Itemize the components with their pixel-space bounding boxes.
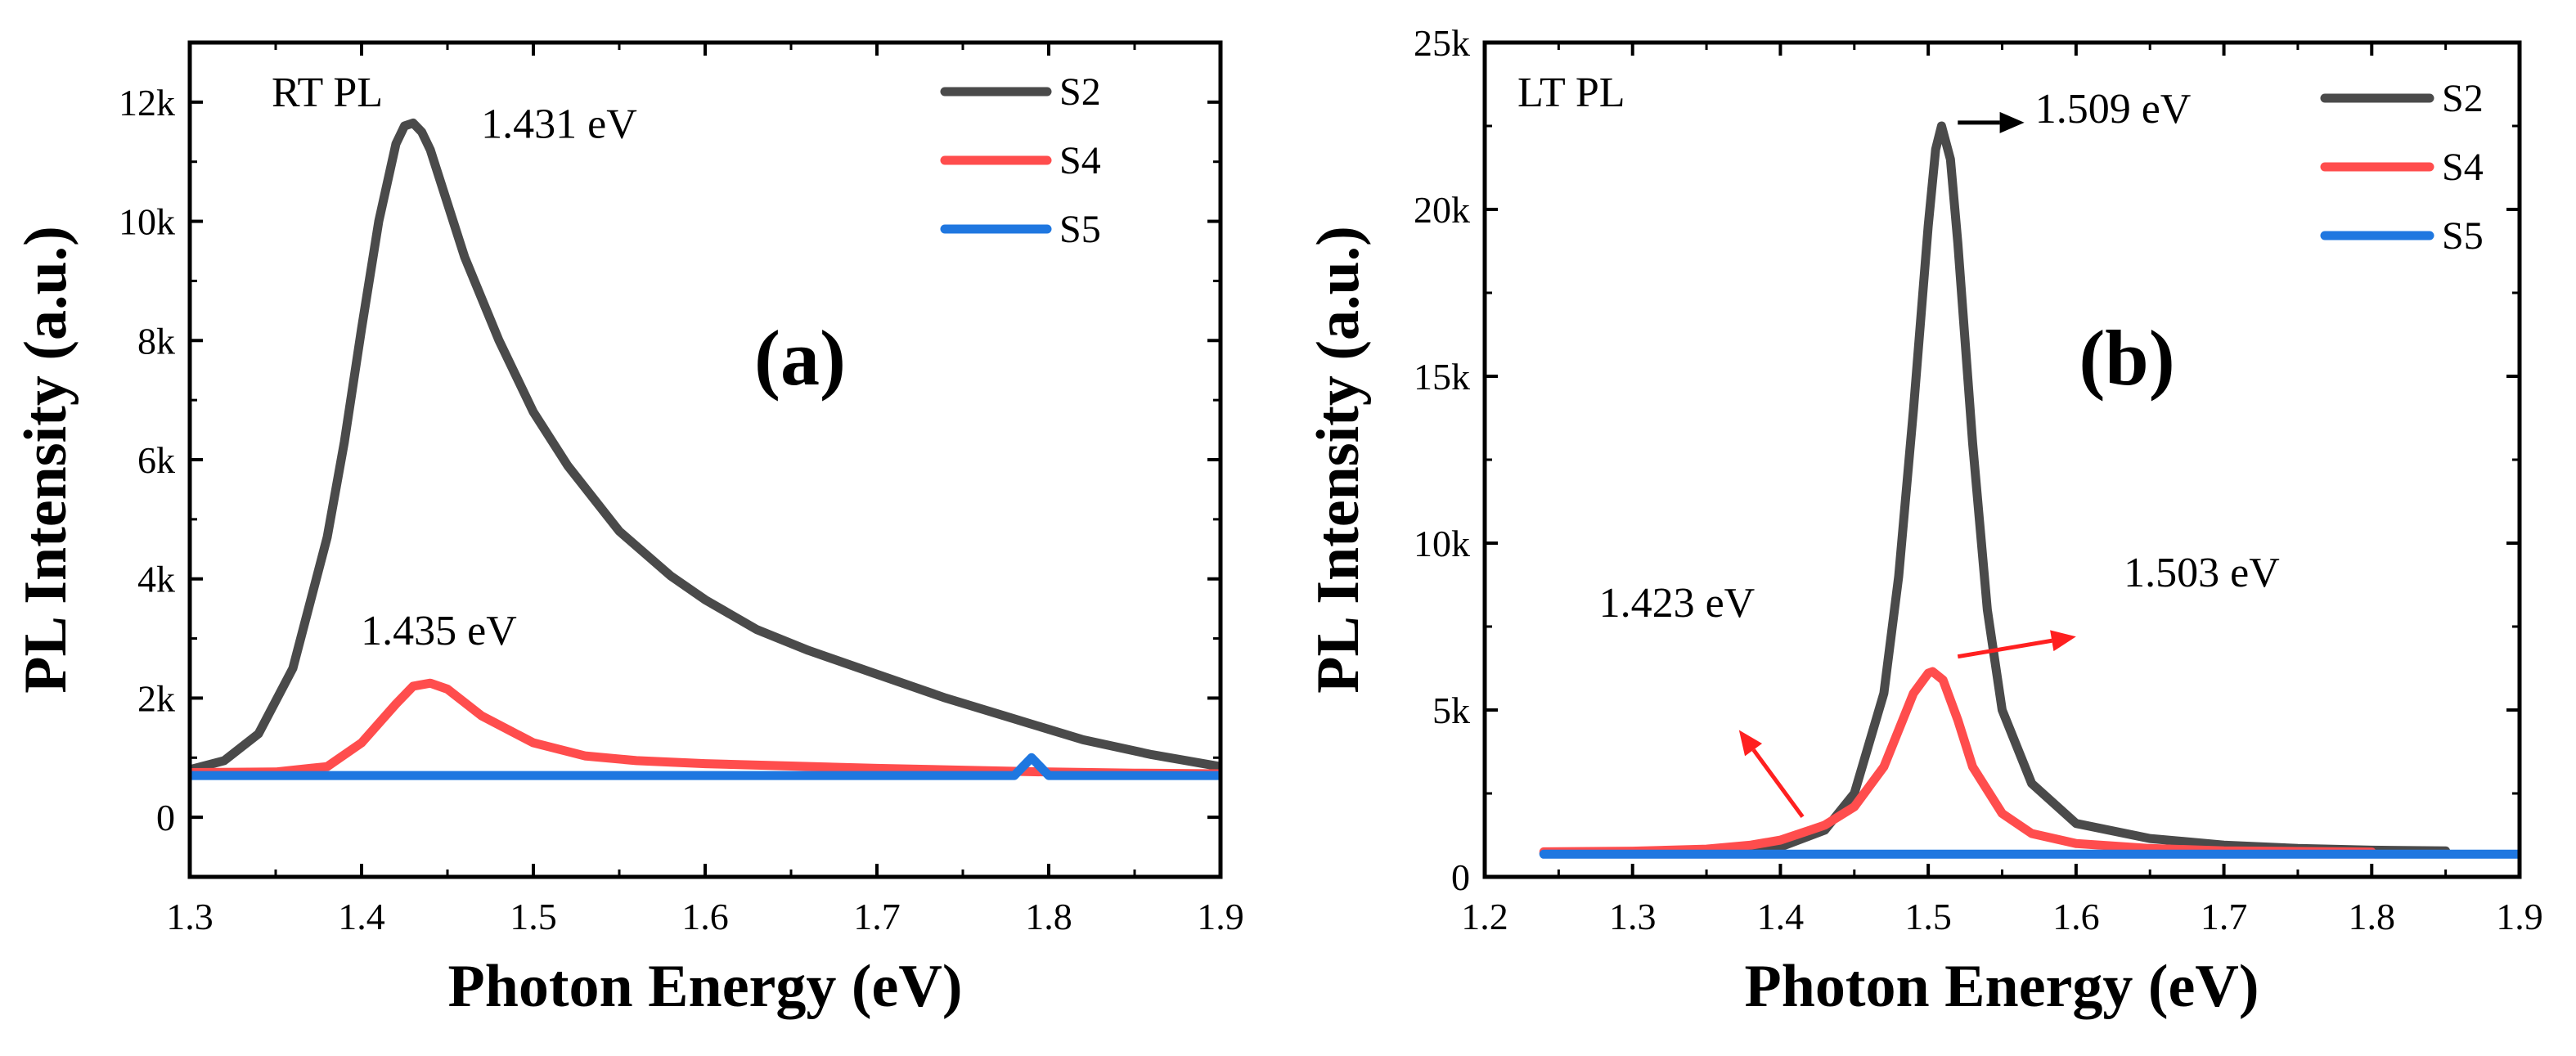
panel-a-y-tick-label: 4k bbox=[137, 559, 175, 600]
panel-b-arrow-head-2 bbox=[1738, 730, 1763, 757]
panel-b-series-s4-line bbox=[1539, 667, 2376, 857]
panel-b-annotation: 1.423 eV bbox=[1599, 580, 1756, 627]
panel-a-x-tick-label: 1.7 bbox=[853, 896, 901, 937]
panel-a-legend-label-s4: S4 bbox=[1059, 139, 1101, 182]
panel-b-x-tick-label: 1.6 bbox=[2052, 896, 2100, 937]
panel-a-x-tick-label: 1.3 bbox=[166, 896, 214, 937]
panel-a-y-tick-label: 6k bbox=[137, 439, 175, 481]
panel-b-y-tick-label: 0 bbox=[1451, 856, 1470, 898]
panel-b-arrows bbox=[1738, 111, 2076, 819]
panel-b-arrow-head-0 bbox=[1999, 111, 2025, 133]
panel-b-x-tick-label: 1.2 bbox=[1461, 896, 1508, 937]
panel-b-series-s2-line bbox=[1539, 121, 2451, 858]
panel-b-annotations: 1.509 eV 1.503 eV 1.423 eV bbox=[1599, 86, 2280, 627]
panel-b-x-tick-label: 1.4 bbox=[1757, 896, 1805, 937]
panel-b-annotation: 1.503 eV bbox=[2124, 550, 2280, 596]
panel-b-legend-label-s5: S5 bbox=[2442, 214, 2484, 258]
panel-b-x-tick-label: 1.5 bbox=[1904, 896, 1952, 937]
panel-a-x-tick-label: 1.6 bbox=[681, 896, 729, 937]
panel-b-x-axis-title: Photon Energy (eV) bbox=[1745, 953, 2259, 1020]
panel-a-y-tick-label: 0 bbox=[156, 797, 175, 838]
panel-a-y-tick-label: 12k bbox=[119, 82, 175, 124]
chart-panel-b: 1.2 1.3 1.4 1.5 1.6 1.7 1.8 1.905k10k15k20k25k … bbox=[1305, 22, 2543, 1020]
chart-panel-a: 1.3 1.4 1.5 1.6 1.7 1.8 1.9 0 2k 4k 6k 8k 10k 12k Pho… bbox=[12, 40, 1244, 1020]
panel-a-series-s5-line bbox=[190, 753, 1221, 780]
panel-b-annotation: 1.509 eV bbox=[2035, 86, 2192, 133]
panel-b-corner-label: LT PL bbox=[1517, 70, 1625, 116]
panel-a-corner-label: RT PL bbox=[272, 70, 383, 116]
panel-a-annotations: 1.431 eV 1.435 eV bbox=[361, 101, 637, 654]
panel-b-arrow-shaft-1 bbox=[1957, 638, 2052, 659]
panel-b-series bbox=[1539, 121, 2520, 859]
panel-b-arrow-shaft-2 bbox=[1751, 748, 1805, 819]
panel-b-arrow-head-1 bbox=[2050, 630, 2076, 652]
panel-b-legend-label-s4: S4 bbox=[2442, 146, 2484, 189]
panel-b-y-tick-label: 5k bbox=[1432, 690, 1470, 731]
panel-a-annotation: 1.431 eV bbox=[481, 101, 637, 148]
panel-b-legend-label-s2: S2 bbox=[2442, 77, 2484, 120]
panel-b-y-tick-label: 10k bbox=[1414, 523, 1470, 564]
panel-a-x-tick-label: 1.4 bbox=[338, 896, 385, 937]
panel-a-x-tick-label: 1.5 bbox=[510, 896, 557, 937]
panel-a-legend-label-s2: S2 bbox=[1059, 70, 1101, 114]
panel-b-legend: S2 S4 S5 bbox=[2320, 77, 2484, 258]
panel-b-x-tick-label: 1.8 bbox=[2349, 896, 2396, 937]
panel-b-x-tick-label: 1.3 bbox=[1609, 896, 1657, 937]
panel-b-x-tick-label: 1.9 bbox=[2496, 896, 2543, 937]
panel-a-legend-label-s5: S5 bbox=[1059, 208, 1101, 251]
panel-a-ticks: 1.3 1.4 1.5 1.6 1.7 1.8 1.9 0 2k 4k 6k 8k 10k 12k bbox=[119, 43, 1244, 937]
panel-b-y-tick-label: 15k bbox=[1414, 356, 1470, 398]
panel-b-y-tick-label: 25k bbox=[1414, 22, 1470, 64]
panel-b-ticks: 1.2 1.3 1.4 1.5 1.6 1.7 1.8 1.9 0 5k 10k 15k 20k 25k bbox=[1414, 22, 2543, 937]
panel-a-y-axis-title: PL Intensity (a.u.) bbox=[12, 226, 79, 694]
panel-a-x-tick-label: 1.9 bbox=[1197, 896, 1244, 937]
panel-a-x-tick-label: 1.8 bbox=[1025, 896, 1072, 937]
panel-b-label: (b) bbox=[2079, 314, 2174, 402]
panel-a-y-tick-label: 10k bbox=[119, 201, 175, 243]
panel-a-x-axis-title: Photon Energy (eV) bbox=[448, 953, 963, 1020]
panel-a-y-tick-label: 8k bbox=[137, 320, 175, 362]
panel-a-y-tick-label: 2k bbox=[137, 677, 175, 719]
panel-a-annotation: 1.435 eV bbox=[361, 608, 517, 654]
panel-b-y-axis-title: PL Intensity (a.u.) bbox=[1305, 226, 1372, 694]
panel-b-x-tick-label: 1.7 bbox=[2201, 896, 2248, 937]
panel-a-label: (a) bbox=[754, 314, 846, 402]
panel-a-series bbox=[190, 118, 1221, 780]
panel-a-series-s2-line bbox=[190, 118, 1221, 775]
panel-a-legend: S2 S4 S5 bbox=[940, 70, 1101, 251]
panel-b-y-tick-label: 20k bbox=[1414, 189, 1470, 231]
panel-a-series-s4-line bbox=[190, 678, 1221, 779]
